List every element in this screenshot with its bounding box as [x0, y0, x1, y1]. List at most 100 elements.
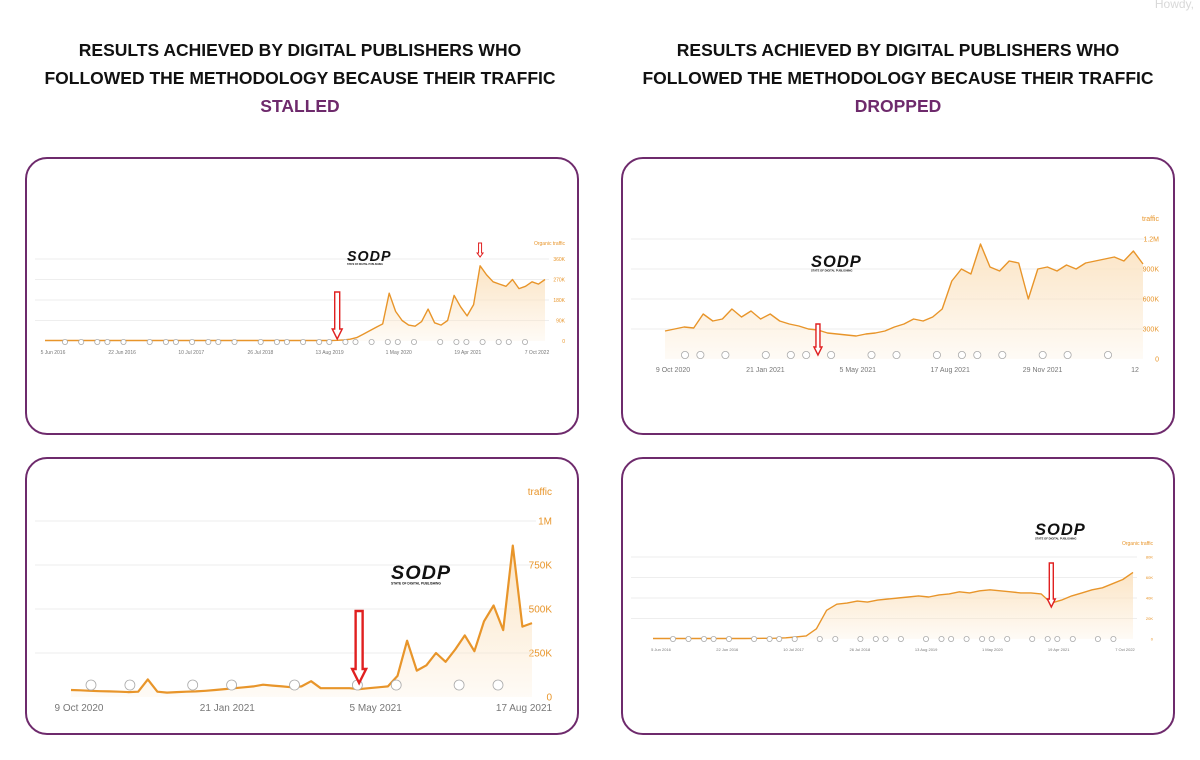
series-area	[45, 265, 545, 341]
update-marker	[882, 635, 889, 642]
update-marker	[189, 338, 196, 345]
update-marker	[437, 338, 444, 345]
update-marker	[1103, 350, 1112, 359]
update-marker	[273, 338, 280, 345]
x-tick-label: 7 Oct 2022	[1115, 647, 1135, 652]
x-tick-label: 22 Jun 2016	[108, 350, 136, 356]
update-marker	[390, 679, 402, 691]
update-marker	[394, 338, 401, 345]
update-marker	[776, 635, 783, 642]
series-line	[664, 243, 1144, 337]
column-heading-dropped: RESULTS ACHIEVED BY DIGITAL PUBLISHERS W…	[608, 36, 1188, 120]
annotation-arrow	[350, 609, 369, 686]
update-marker	[384, 338, 391, 345]
update-marker	[78, 338, 85, 345]
update-marker	[721, 350, 730, 359]
update-marker	[1054, 635, 1061, 642]
sodp-tagline: STATE OF DIGITAL PUBLISHING	[391, 581, 441, 585]
chart-card-dropped-1: 0 300K 600K 900K 1.2M traffic 9 Oct 2020 21 Jan…	[621, 157, 1175, 435]
update-marker	[867, 350, 876, 359]
update-marker	[857, 635, 864, 642]
update-marker	[696, 350, 705, 359]
update-marker	[205, 338, 212, 345]
heading-accent: DROPPED	[854, 96, 942, 116]
annotation-arrow	[476, 242, 485, 258]
update-marker	[124, 679, 136, 691]
update-marker	[146, 338, 153, 345]
update-marker	[979, 635, 986, 642]
update-marker	[726, 635, 733, 642]
series-area	[653, 572, 1133, 639]
x-tick-label: 5 Jun 2016	[651, 647, 672, 652]
y-tick-label: 250K	[529, 649, 553, 660]
chart-card-dropped-2: 0 20K 40K 60K 80K Organic traffic 5 Jun 2016 22…	[621, 457, 1175, 735]
y-tick-label: 750K	[529, 561, 553, 572]
update-marker	[342, 338, 349, 345]
update-marker	[453, 338, 460, 345]
y-tick-label: 90K	[556, 318, 566, 324]
x-tick-label: 19 Apr 2021	[1048, 647, 1070, 652]
y-tick-label: 20K	[1146, 616, 1153, 621]
x-tick-label: 26 Jul 2018	[247, 350, 273, 356]
heading-line-1: RESULTS ACHIEVED BY DIGITAL PUBLISHERS W…	[676, 40, 1120, 60]
update-marker	[368, 338, 375, 345]
y-tick-label: 0	[1155, 356, 1159, 363]
y-tick-label: 40K	[1146, 595, 1153, 600]
annotation-arrow	[1046, 562, 1057, 609]
annotation-arrow	[331, 291, 344, 341]
y-tick-label: 900K	[1143, 266, 1160, 273]
update-marker	[120, 338, 127, 345]
update-marker	[162, 338, 169, 345]
update-marker	[505, 338, 512, 345]
update-marker	[226, 679, 238, 691]
update-marker	[1038, 350, 1047, 359]
series-line	[45, 265, 546, 342]
y-tick-label: 1M	[538, 517, 552, 528]
heading-line-2: FOLLOWED THE METHODOLOGY BECAUSE THEIR T…	[642, 68, 1154, 88]
x-tick-label: 5 May 2021	[350, 703, 403, 714]
x-tick-label: 7 Oct 2022	[525, 350, 550, 356]
update-marker	[479, 338, 486, 345]
update-marker	[751, 635, 758, 642]
update-marker	[832, 635, 839, 642]
update-marker	[1110, 635, 1117, 642]
update-marker	[786, 350, 795, 359]
update-marker	[492, 679, 504, 691]
update-marker	[932, 350, 941, 359]
update-marker	[1094, 635, 1101, 642]
x-tick-label: 17 Aug 2021	[931, 367, 970, 374]
update-marker	[453, 679, 465, 691]
y-tick-label: 270K	[553, 277, 565, 283]
y-tick-label: 0	[562, 339, 565, 345]
x-tick-label: 1 May 2020	[386, 350, 412, 356]
traffic-chart: 0 250K 500K 750K 1M traffic 9 Oct 2020 21 Jan 2…	[35, 487, 553, 714]
y-tick-label: 0	[546, 693, 552, 704]
y-tick-label: 80K	[1146, 554, 1153, 559]
update-marker	[1063, 350, 1072, 359]
update-marker	[257, 338, 264, 345]
y-tick-label: 1.2M	[1143, 236, 1159, 243]
x-tick-label: 1 May 2020	[982, 647, 1004, 652]
update-marker	[463, 338, 470, 345]
sodp-tagline: STATE OF DIGITAL PUBLISHING	[811, 269, 852, 273]
series-line	[70, 544, 533, 694]
update-marker	[872, 635, 879, 642]
update-marker	[670, 635, 677, 642]
update-marker	[922, 635, 929, 642]
update-marker	[963, 635, 970, 642]
x-tick-label: 5 May 2021	[840, 367, 877, 374]
update-marker	[316, 338, 323, 345]
y-tick-label: 500K	[529, 605, 553, 616]
sodp-logo: SODP	[811, 253, 862, 271]
y-tick-label: 360K	[553, 257, 565, 263]
y-axis-label: Organic traffic	[1122, 541, 1154, 547]
update-marker	[283, 338, 290, 345]
update-marker	[300, 338, 307, 345]
x-tick-label: 19 Apr 2021	[454, 350, 481, 356]
y-tick-label: 300K	[1143, 326, 1160, 333]
x-tick-label: 26 Jul 2018	[850, 647, 871, 652]
y-tick-label: 60K	[1146, 575, 1153, 580]
update-marker	[988, 635, 995, 642]
sodp-logo: SODP	[347, 249, 392, 265]
update-marker	[187, 679, 199, 691]
